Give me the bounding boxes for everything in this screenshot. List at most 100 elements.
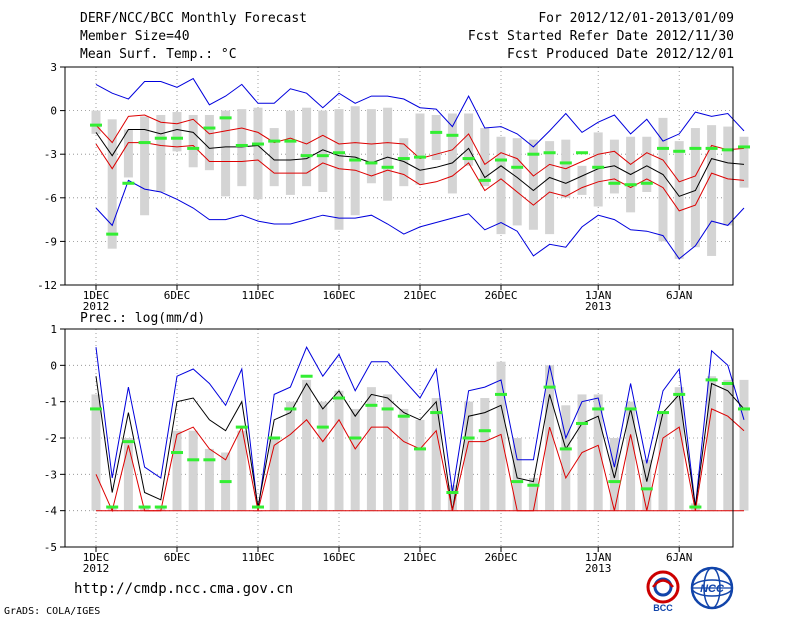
spread-box [480,128,490,187]
observed-marker [495,158,507,162]
observed-marker [349,158,362,162]
spread-box [723,126,733,226]
y-tick-label: -3 [44,468,57,481]
spread-box [269,438,279,511]
x-tick-label: 11DEC [241,551,274,564]
observed-marker [511,165,524,169]
spread-box [528,477,538,511]
observed-marker [219,116,232,120]
observed-marker [689,505,702,509]
observed-marker [478,178,491,182]
x-tick-label: 11DEC [241,289,274,302]
y-tick-label: -4 [44,505,58,518]
observed-marker [219,480,232,484]
y-tick-label: 3 [50,61,57,74]
spread-box [366,387,376,511]
observed-marker [705,146,718,150]
x-tick-label: 6DEC [164,289,191,302]
observed-marker [235,143,248,147]
observed-marker [527,483,540,487]
bcc-logo-icon: BCC [646,570,680,613]
observed-marker [430,411,443,415]
observed-marker [122,181,135,185]
observed-marker [462,436,475,440]
produced-date: Fcst Produced Date 2012/12/01 [507,47,734,62]
observed-marker [592,165,605,169]
y-tick-label: -6 [44,192,57,205]
observed-marker [203,126,216,130]
spread-box [545,365,555,511]
observed-marker [268,436,281,440]
observed-marker [446,491,459,494]
footer-url[interactable]: http://cmdp.ncc.cma.gov.cn [74,581,294,597]
spread-box [156,114,166,192]
x-tick-label: 6JAN [666,551,693,564]
observed-marker [171,451,183,455]
observed-marker [203,458,216,462]
spread-box [690,128,700,248]
spread-box [383,394,393,511]
observed-marker [187,146,200,150]
observed-marker [365,403,378,407]
spread-box [318,110,328,192]
observed-marker [673,149,686,153]
x-tick-label: 26DEC [484,289,517,302]
spread-box [140,116,150,216]
observed-marker [268,139,281,143]
spread-box [512,138,522,226]
spread-box [399,138,409,187]
observed-marker [689,146,702,150]
spread-box [674,387,684,511]
ncc-logo-icon: NCC [690,566,734,610]
logos: BCC NCC [646,566,734,613]
observed-marker [462,157,475,161]
observed-marker [721,148,734,152]
spread-box [123,438,133,511]
observed-marker [495,392,507,396]
spread-box [658,412,668,511]
spread-box [431,398,441,511]
observed-marker [284,139,297,143]
spread-box [188,114,198,168]
spread-box [642,136,652,192]
observed-marker [640,487,653,491]
spread-box [350,408,360,511]
spread-box [447,113,457,194]
y-tick-label: -2 [44,432,57,445]
spread-box [269,128,279,187]
y-tick-label: -3 [44,148,57,161]
observed-marker [478,429,491,433]
observed-marker [657,411,669,415]
observed-marker [640,181,653,185]
spread-box [431,114,441,161]
observed-marker [397,414,410,418]
spread-box [285,110,295,195]
x-tick-label: 16DEC [322,551,355,564]
spread-box [496,136,506,235]
spread-box [674,141,684,259]
observed-marker [511,480,524,484]
spread-box [91,110,101,134]
observed-marker [349,436,362,440]
observed-marker [414,447,426,451]
observed-marker [284,407,297,411]
y-tick-label: -9 [44,235,57,248]
x-tick-label: 26DEC [484,551,517,564]
spread-box [204,114,214,171]
observed-marker [657,146,669,150]
spread-box [593,132,603,207]
spread-box [302,107,312,187]
spread-box [172,430,182,511]
observed-marker [624,407,637,411]
precip-title: Prec.: log(mm/d) [80,311,206,326]
observed-marker [608,480,621,484]
spread-box [123,129,133,178]
observed-marker [316,425,329,429]
observed-marker [300,374,313,378]
member-size: Member Size=40 [80,29,190,44]
observed-marker [106,232,119,236]
observed-marker [527,152,540,156]
observed-marker [414,155,426,159]
observed-marker [300,154,313,158]
